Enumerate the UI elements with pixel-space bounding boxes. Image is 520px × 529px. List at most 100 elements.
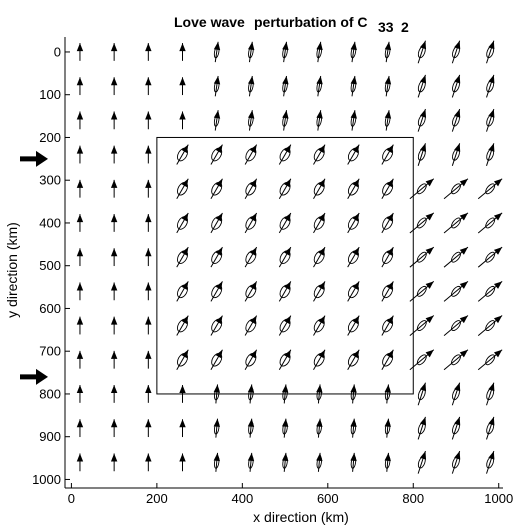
arrow-head: [419, 74, 427, 84]
arrow-head: [76, 316, 84, 325]
motion-glyph: [282, 384, 289, 404]
motion-glyph: [248, 110, 255, 131]
motion-glyph: [347, 315, 360, 336]
arrow-head: [76, 282, 84, 291]
arrow-head: [488, 451, 495, 460]
motion-glyph: [213, 418, 221, 438]
arrow-head: [213, 418, 221, 427]
x-tick-label: 800: [402, 491, 424, 506]
motion-glyph: [145, 179, 152, 198]
motion-glyph: [350, 75, 357, 97]
arrow-head: [110, 248, 118, 257]
motion-glyph: [210, 246, 223, 268]
motion-glyph: [145, 316, 152, 335]
polarization-ellipse: [485, 217, 496, 229]
arrow-head: [145, 145, 152, 154]
y-tick-label: 400: [39, 215, 61, 230]
arrow-head: [493, 349, 503, 358]
arrow-head: [282, 452, 289, 462]
y-tick-label: 300: [39, 173, 61, 188]
arrow-head: [488, 109, 495, 118]
arrow-head: [459, 349, 468, 358]
y-tick-label: 100: [39, 87, 61, 102]
motion-glyph: [278, 246, 292, 268]
arrow-head: [110, 316, 118, 325]
arrow-head: [350, 41, 357, 51]
motion-glyph: [210, 178, 223, 199]
arrow-head: [249, 212, 257, 222]
arrow-head: [145, 43, 152, 52]
title-part1: Love wave: [174, 14, 245, 30]
motion-glyph: [110, 77, 118, 96]
arrow-head: [488, 143, 495, 152]
motion-glyph: [451, 450, 461, 474]
x-tick-label: 1000: [484, 491, 513, 506]
arrow-head: [284, 144, 291, 154]
arrow-head: [181, 349, 189, 359]
motion-glyph: [176, 178, 189, 199]
motion-glyph: [313, 246, 326, 268]
motion-glyph: [278, 178, 292, 199]
motion-glyph: [477, 349, 503, 371]
motion-glyph: [145, 77, 152, 96]
motion-glyph: [313, 349, 326, 370]
vector-field: [76, 40, 503, 474]
arrow-head: [249, 178, 257, 188]
arrow-head: [110, 77, 118, 86]
arrow-head: [76, 419, 84, 428]
motion-glyph: [477, 280, 503, 302]
arrow-head: [76, 453, 84, 462]
motion-glyph: [76, 316, 84, 335]
motion-glyph: [179, 111, 186, 130]
arrow-head: [459, 212, 468, 221]
arrow-head: [488, 74, 495, 84]
arrow-head: [213, 110, 221, 119]
motion-glyph: [347, 246, 360, 268]
arrow-head: [248, 110, 255, 119]
polarization-ellipse: [451, 183, 461, 195]
arrow-head: [350, 384, 357, 393]
arrow-head: [110, 179, 118, 188]
polarization-ellipse: [451, 320, 461, 331]
arrow-head: [213, 384, 221, 393]
arrow-head: [249, 247, 257, 256]
arrow-head: [282, 75, 289, 85]
motion-glyph: [381, 246, 394, 268]
motion-glyph: [409, 212, 435, 234]
arrow-head: [488, 382, 495, 392]
motion-glyph: [76, 350, 84, 369]
motion-glyph: [347, 349, 360, 370]
arrow-head: [145, 453, 152, 462]
arrow-head: [386, 144, 394, 154]
arrow-head: [352, 247, 360, 256]
motion-glyph: [247, 452, 255, 472]
motion-glyph: [384, 41, 392, 63]
arrow-head: [488, 416, 495, 426]
arrow-head: [284, 212, 291, 222]
arrow-head: [384, 110, 392, 119]
arrow-head: [110, 43, 118, 52]
polarization-ellipse: [485, 354, 496, 366]
motion-glyph: [409, 349, 435, 371]
arrow-head: [145, 214, 152, 223]
arrow-head: [76, 145, 84, 154]
arrow-head: [352, 349, 360, 359]
chart-title: Love wave perturbation of C 33 2: [174, 14, 409, 35]
incident-wave-arrow: [20, 150, 48, 167]
arrow-head: [454, 143, 461, 152]
arrow-head: [249, 144, 257, 154]
motion-glyph: [381, 315, 394, 336]
motion-glyph: [313, 178, 326, 199]
motion-glyph: [486, 450, 495, 474]
arrow-head: [352, 281, 360, 290]
motion-glyph: [210, 349, 223, 370]
arrow-head: [352, 178, 360, 188]
arrow-head: [425, 281, 434, 289]
arrow-head: [145, 248, 152, 257]
motion-glyph: [409, 178, 435, 200]
arrow-head: [145, 77, 152, 86]
motion-glyph: [110, 316, 118, 335]
motion-glyph: [247, 384, 255, 404]
arrow-head: [384, 418, 391, 427]
y-tick-label: 200: [39, 130, 61, 145]
